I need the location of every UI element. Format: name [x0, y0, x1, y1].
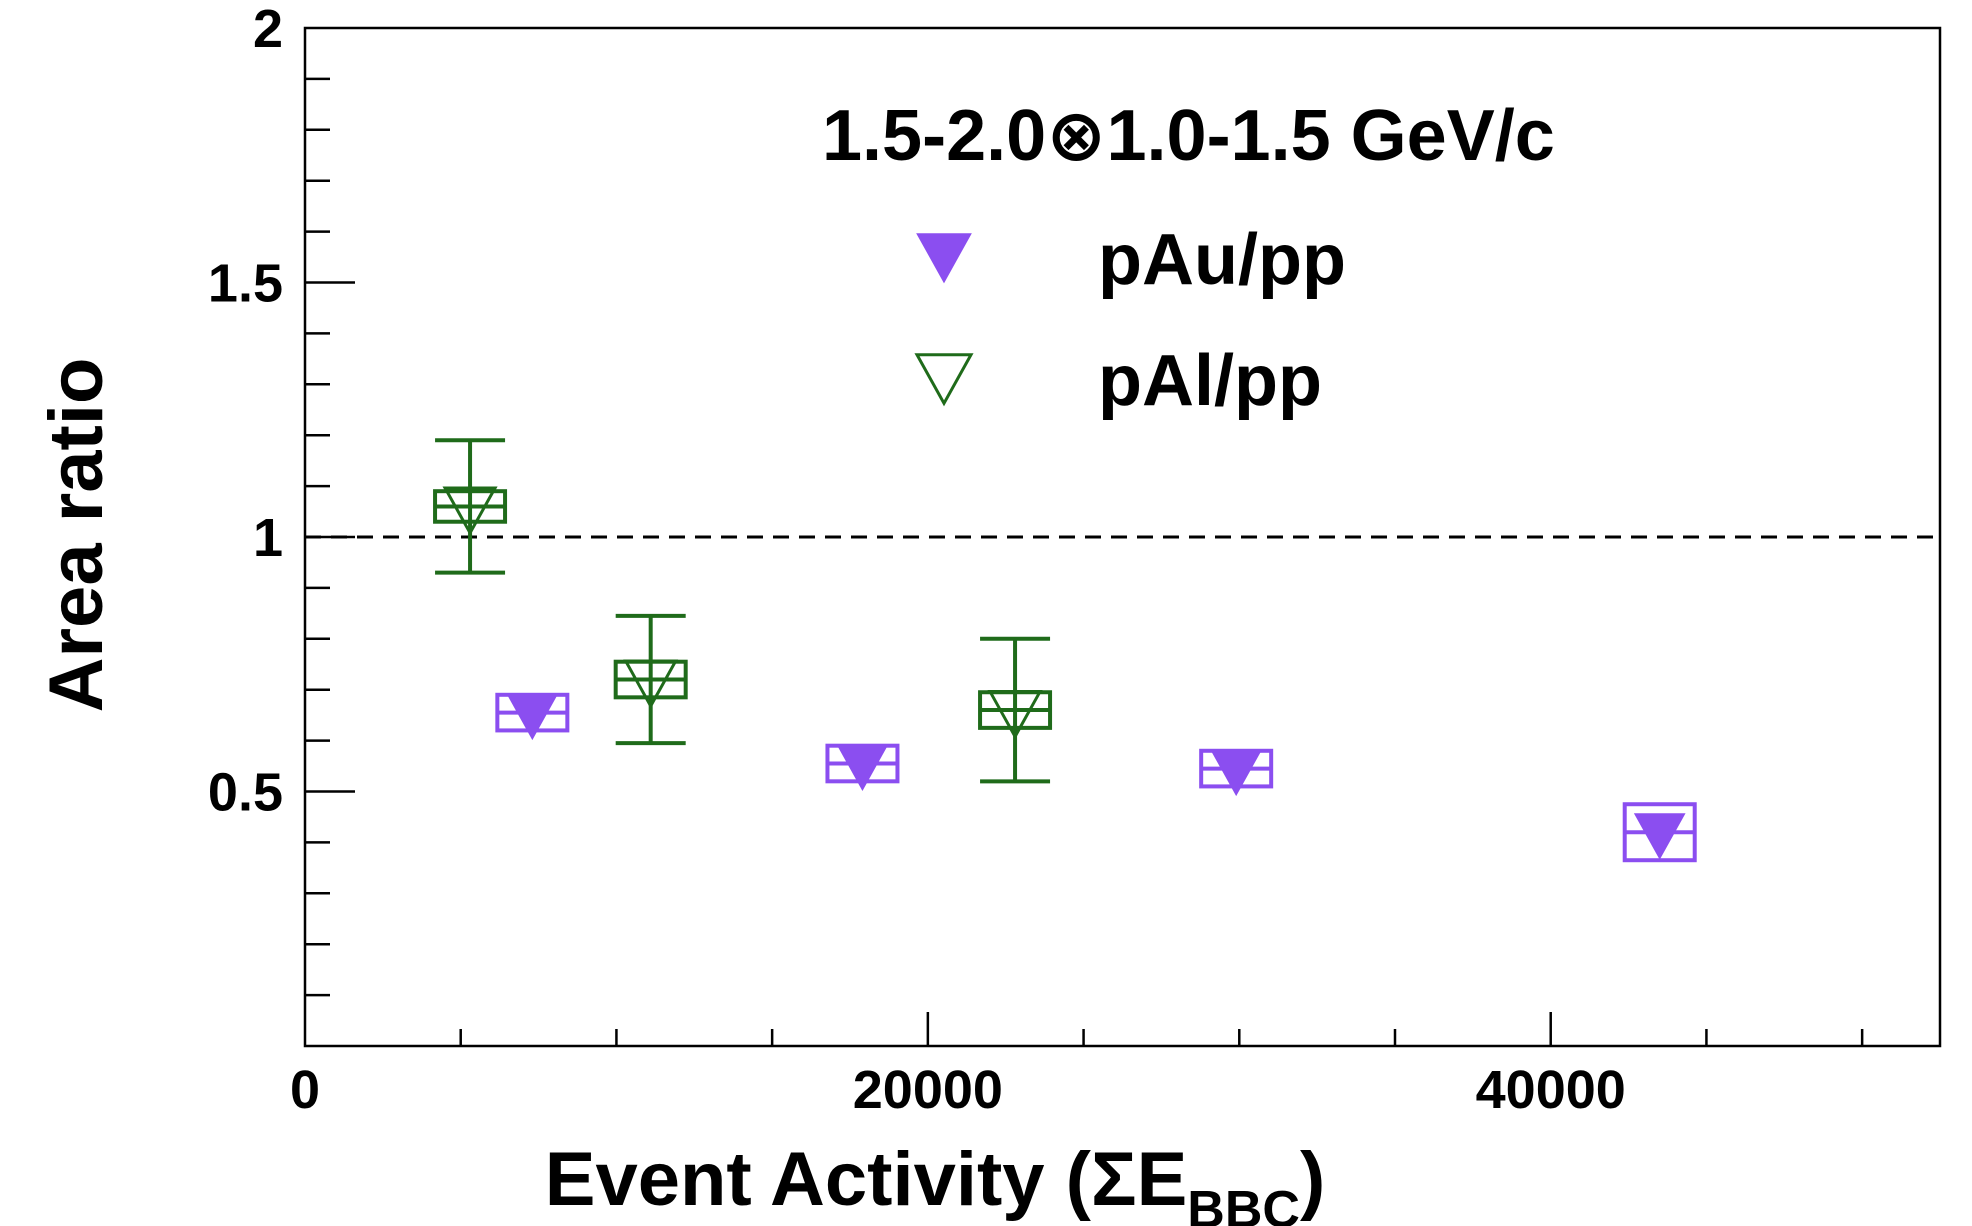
legend-marker	[916, 233, 972, 284]
data-points	[433, 438, 1697, 863]
axis-ticks	[305, 77, 1864, 1046]
legend-label: pAl/pp	[1098, 341, 1322, 421]
legend-title: 1.5-2.0⊗1.0-1.5 GeV/c	[822, 96, 1555, 176]
marker	[623, 659, 679, 710]
data-point	[495, 692, 570, 741]
x-tick-label: 20000	[853, 1060, 1003, 1120]
legend-item: pAu/pp	[916, 220, 1346, 300]
data-point	[613, 613, 688, 746]
marker	[836, 744, 889, 792]
x-tick-label: 40000	[1476, 1060, 1626, 1120]
y-tick-label: 2	[253, 0, 283, 59]
x-axis-title: Event Activity (ΣEBBC)	[545, 1137, 1326, 1226]
x-axis-title-main: Event Activity (ΣE	[545, 1137, 1188, 1222]
data-point	[978, 636, 1053, 784]
data-point	[1622, 802, 1697, 863]
y-tick-label: 1	[253, 508, 283, 568]
x-tick-label: 0	[290, 1060, 320, 1120]
y-tick-label: 0.5	[208, 763, 283, 823]
legend-item: pAl/pp	[914, 341, 1322, 421]
legend: 1.5-2.0⊗1.0-1.5 GeV/c pAu/pp pAl/pp	[822, 96, 1555, 421]
tick-labels: 0.5 1 1.5 2 0 20000 40000	[208, 0, 1626, 1120]
marker	[987, 690, 1043, 740]
marker	[442, 486, 498, 537]
x-axis-title-close: )	[1300, 1137, 1325, 1222]
y-tick-label: 1.5	[208, 254, 283, 314]
series-pAu-pp	[495, 692, 1697, 863]
legend-label: pAu/pp	[1098, 220, 1346, 300]
data-point	[433, 438, 508, 575]
legend-marker	[914, 353, 974, 407]
x-axis-title-subscript: BBC	[1187, 1181, 1300, 1226]
marker	[1633, 813, 1686, 860]
data-point	[825, 743, 900, 792]
marker	[1210, 749, 1263, 797]
series-pAl-pp	[433, 438, 1053, 784]
marker	[506, 693, 559, 741]
y-axis-title: Area ratio	[34, 358, 119, 713]
data-point	[1199, 748, 1274, 797]
